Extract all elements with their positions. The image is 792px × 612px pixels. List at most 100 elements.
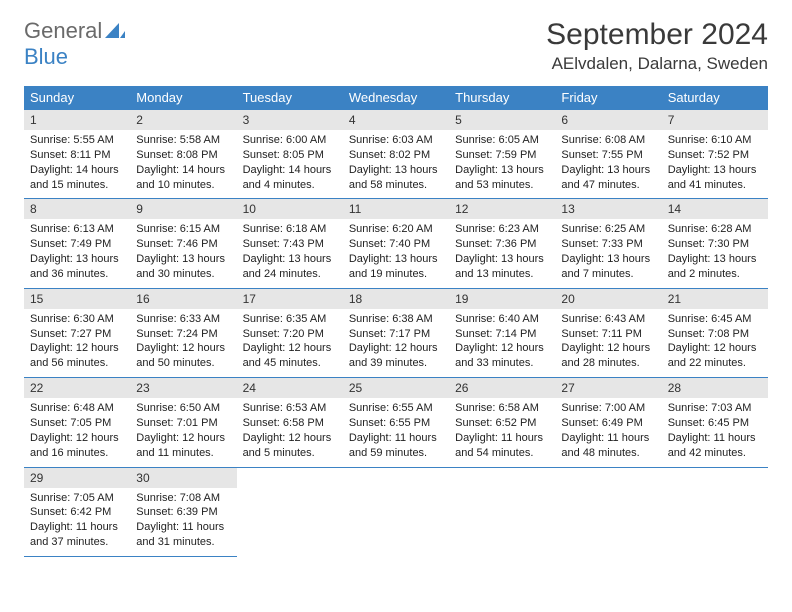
sunrise-line: Sunrise: 6:43 AM [561, 312, 655, 327]
daylight-line: Daylight: 12 hours and 28 minutes. [561, 341, 655, 371]
daylight-line: Daylight: 13 hours and 53 minutes. [455, 163, 549, 193]
daylight-line: Daylight: 11 hours and 42 minutes. [668, 431, 762, 461]
sunset-line: Sunset: 7:05 PM [30, 416, 124, 431]
sunset-line: Sunset: 8:08 PM [136, 148, 230, 163]
day-number: 21 [662, 289, 768, 309]
day-body: Sunrise: 7:08 AMSunset: 6:39 PMDaylight:… [130, 488, 236, 556]
sunset-line: Sunset: 7:11 PM [561, 327, 655, 342]
sunrise-line: Sunrise: 6:20 AM [349, 222, 443, 237]
calendar-cell: 20 Sunrise: 6:43 AMSunset: 7:11 PMDayligh… [555, 288, 661, 377]
calendar-cell [662, 467, 768, 556]
calendar-row: 29Sunrise: 7:05 AMSunset: 6:42 PMDayligh… [24, 467, 768, 556]
sunrise-line: Sunrise: 7:00 AM [561, 401, 655, 416]
sunset-line: Sunset: 6:45 PM [668, 416, 762, 431]
daylight-line: Daylight: 12 hours and 5 minutes. [243, 431, 337, 461]
daylight-line: Daylight: 13 hours and 58 minutes. [349, 163, 443, 193]
day-number: 15 [24, 289, 130, 309]
sunrise-line: Sunrise: 6:00 AM [243, 133, 337, 148]
daylight-line: Daylight: 14 hours and 4 minutes. [243, 163, 337, 193]
day-number: 22 [24, 378, 130, 398]
day-number: 7 [662, 110, 768, 130]
day-body: Sunrise: 6:55 AMSunset: 6:55 PMDaylight:… [343, 398, 449, 466]
day-number: 25 [343, 378, 449, 398]
day-body: Sunrise: 6:15 AMSunset: 7:46 PMDaylight:… [130, 219, 236, 287]
day-number: 28 [662, 378, 768, 398]
day-body: Sunrise: 7:05 AMSunset: 6:42 PMDaylight:… [24, 488, 130, 556]
calendar-cell: 25Sunrise: 6:55 AMSunset: 6:55 PMDayligh… [343, 378, 449, 467]
calendar-cell: 18Sunrise: 6:38 AMSunset: 7:17 PMDayligh… [343, 288, 449, 377]
day-body: Sunrise: 7:00 AMSunset: 6:49 PMDaylight:… [555, 398, 661, 466]
sunset-line: Sunset: 7:55 PM [561, 148, 655, 163]
day-body: Sunrise: 6:53 AMSunset: 6:58 PMDaylight:… [237, 398, 343, 466]
sunrise-line: Sunrise: 6:53 AM [243, 401, 337, 416]
day-number: 17 [237, 289, 343, 309]
calendar-cell: 10Sunrise: 6:18 AMSunset: 7:43 PMDayligh… [237, 199, 343, 288]
calendar-cell: 19Sunrise: 6:40 AMSunset: 7:14 PMDayligh… [449, 288, 555, 377]
day-body: Sunrise: 5:55 AMSunset: 8:11 PMDaylight:… [24, 130, 130, 198]
sunset-line: Sunset: 7:14 PM [455, 327, 549, 342]
sunset-line: Sunset: 7:17 PM [349, 327, 443, 342]
sunset-line: Sunset: 7:24 PM [136, 327, 230, 342]
day-body: Sunrise: 6:10 AMSunset: 7:52 PMDaylight:… [662, 130, 768, 198]
sunset-line: Sunset: 7:36 PM [455, 237, 549, 252]
calendar-cell: 9Sunrise: 6:15 AMSunset: 7:46 PMDaylight… [130, 199, 236, 288]
day-body: Sunrise: 6:00 AMSunset: 8:05 PMDaylight:… [237, 130, 343, 198]
day-number: 30 [130, 468, 236, 488]
logo: General Blue [24, 18, 125, 70]
calendar-row: 22Sunrise: 6:48 AMSunset: 7:05 PMDayligh… [24, 378, 768, 467]
calendar-cell [343, 467, 449, 556]
calendar-cell: 14Sunrise: 6:28 AMSunset: 7:30 PMDayligh… [662, 199, 768, 288]
sunset-line: Sunset: 6:52 PM [455, 416, 549, 431]
daylight-line: Daylight: 12 hours and 33 minutes. [455, 341, 549, 371]
sunrise-line: Sunrise: 6:38 AM [349, 312, 443, 327]
day-body: Sunrise: 6:58 AMSunset: 6:52 PMDaylight:… [449, 398, 555, 466]
sunset-line: Sunset: 7:20 PM [243, 327, 337, 342]
daylight-line: Daylight: 14 hours and 10 minutes. [136, 163, 230, 193]
sunrise-line: Sunrise: 7:08 AM [136, 491, 230, 506]
day-number: 2 [130, 110, 236, 130]
day-body: Sunrise: 6:28 AMSunset: 7:30 PMDaylight:… [662, 219, 768, 287]
daylight-line: Daylight: 11 hours and 31 minutes. [136, 520, 230, 550]
sunset-line: Sunset: 6:55 PM [349, 416, 443, 431]
sunrise-line: Sunrise: 6:50 AM [136, 401, 230, 416]
sunrise-line: Sunrise: 6:15 AM [136, 222, 230, 237]
sunrise-line: Sunrise: 6:05 AM [455, 133, 549, 148]
logo-sail-icon [105, 22, 125, 43]
day-number: 27 [555, 378, 661, 398]
calendar-cell: 1Sunrise: 5:55 AMSunset: 8:11 PMDaylight… [24, 110, 130, 199]
day-number: 5 [449, 110, 555, 130]
sunrise-line: Sunrise: 6:18 AM [243, 222, 337, 237]
daylight-line: Daylight: 11 hours and 37 minutes. [30, 520, 124, 550]
calendar-cell: 22Sunrise: 6:48 AMSunset: 7:05 PMDayligh… [24, 378, 130, 467]
calendar-cell: 24Sunrise: 6:53 AMSunset: 6:58 PMDayligh… [237, 378, 343, 467]
calendar-cell: 15Sunrise: 6:30 AMSunset: 7:27 PMDayligh… [24, 288, 130, 377]
daylight-line: Daylight: 13 hours and 7 minutes. [561, 252, 655, 282]
daylight-line: Daylight: 12 hours and 16 minutes. [30, 431, 124, 461]
location: AElvdalen, Dalarna, Sweden [546, 54, 768, 74]
day-number: 4 [343, 110, 449, 130]
weekday-header: Saturday [662, 86, 768, 110]
sunset-line: Sunset: 7:46 PM [136, 237, 230, 252]
day-body: Sunrise: 6:03 AMSunset: 8:02 PMDaylight:… [343, 130, 449, 198]
sunrise-line: Sunrise: 6:03 AM [349, 133, 443, 148]
weekday-header: Thursday [449, 86, 555, 110]
day-number: 11 [343, 199, 449, 219]
calendar-cell: 28 Sunrise: 7:03 AMSunset: 6:45 PMDayligh… [662, 378, 768, 467]
day-number: 18 [343, 289, 449, 309]
daylight-line: Daylight: 11 hours and 59 minutes. [349, 431, 443, 461]
calendar-cell: 4Sunrise: 6:03 AMSunset: 8:02 PMDaylight… [343, 110, 449, 199]
daylight-line: Daylight: 12 hours and 11 minutes. [136, 431, 230, 461]
day-number: 20 [555, 289, 661, 309]
day-number: 16 [130, 289, 236, 309]
sunrise-line: Sunrise: 7:03 AM [668, 401, 762, 416]
daylight-line: Daylight: 12 hours and 22 minutes. [668, 341, 762, 371]
calendar-cell: 3Sunrise: 6:00 AMSunset: 8:05 PMDaylight… [237, 110, 343, 199]
calendar-row: 15Sunrise: 6:30 AMSunset: 7:27 PMDayligh… [24, 288, 768, 377]
day-number: 3 [237, 110, 343, 130]
sunset-line: Sunset: 7:52 PM [668, 148, 762, 163]
calendar-cell: 30Sunrise: 7:08 AMSunset: 6:39 PMDayligh… [130, 467, 236, 556]
day-body: Sunrise: 6:25 AMSunset: 7:33 PMDaylight:… [555, 219, 661, 287]
day-number: 12 [449, 199, 555, 219]
sunrise-line: Sunrise: 6:23 AM [455, 222, 549, 237]
weekday-header: Wednesday [343, 86, 449, 110]
